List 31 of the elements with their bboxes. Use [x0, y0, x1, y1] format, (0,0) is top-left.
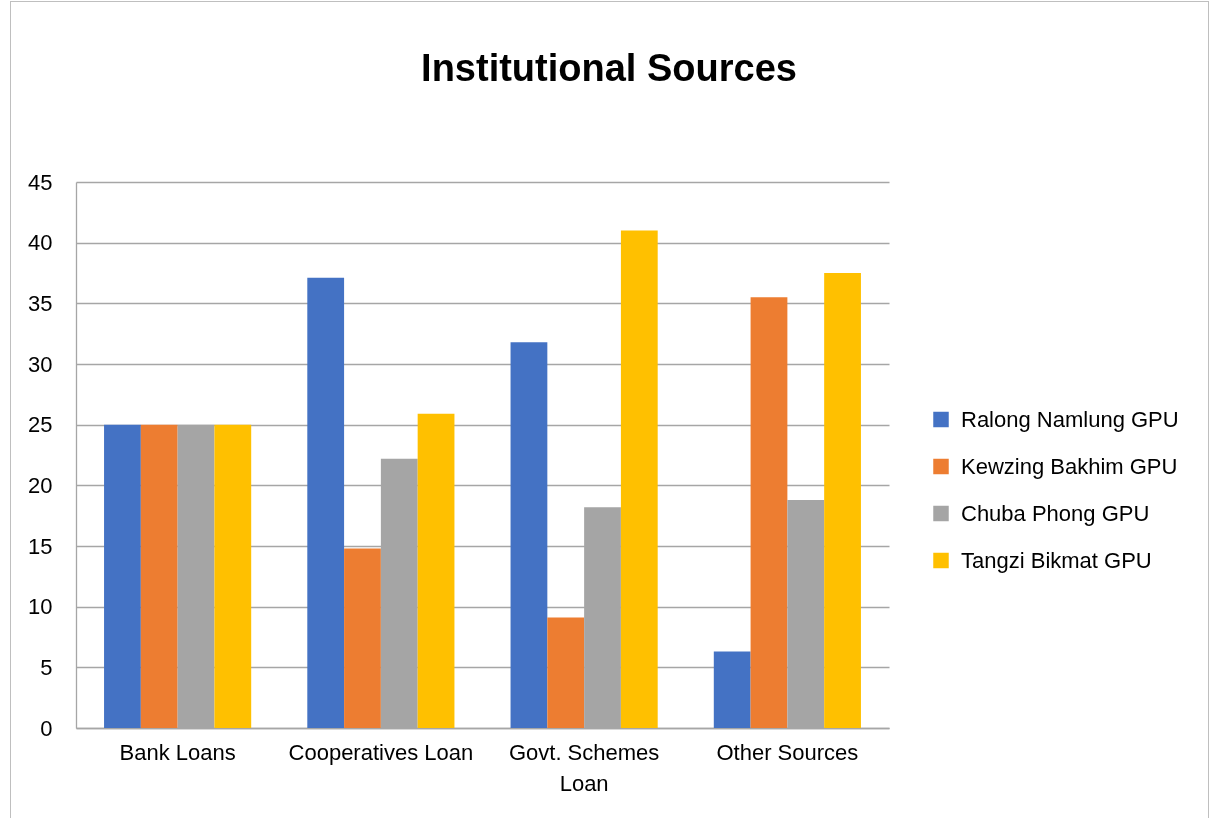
bar: [620, 230, 658, 728]
x-tick-label: Cooperatives Loan: [288, 739, 474, 765]
y-tick-label: 0: [40, 715, 53, 741]
legend-label: Chuba Phong GPU: [961, 500, 1150, 526]
bar: [344, 548, 381, 728]
bar: [307, 277, 345, 728]
y-tick-label: 35: [28, 290, 53, 316]
bar: [547, 617, 585, 728]
x-tick-label: Govt. Schemes Loan: [508, 739, 660, 796]
bar: [750, 297, 788, 728]
bar: [510, 342, 548, 728]
y-tick-label: 40: [28, 230, 53, 256]
y-tick-label: 15: [28, 533, 53, 559]
bar: [104, 424, 141, 728]
legend-label: Ralong Namlung GPU: [961, 406, 1179, 432]
bar: [713, 651, 751, 728]
y-tick-label: 10: [28, 594, 53, 620]
x-tick-label: Other Sources: [716, 739, 859, 765]
legend-label: Tangzi Bikmat GPU: [961, 547, 1152, 573]
legend-label: Kewzing Bakhim GPU: [961, 453, 1178, 479]
bar: [417, 413, 455, 728]
bar: [214, 424, 252, 728]
y-tick-label: 5: [40, 654, 53, 680]
chart-title: Institutional Sources: [421, 47, 797, 89]
y-tick-label: 20: [28, 472, 53, 498]
y-tick-label: 30: [28, 351, 53, 377]
x-tick-label: Bank Loans: [119, 739, 236, 765]
y-tick-label: 25: [28, 412, 53, 438]
bar: [140, 424, 178, 728]
bar: [824, 273, 861, 728]
y-tick-label: 45: [28, 169, 53, 195]
